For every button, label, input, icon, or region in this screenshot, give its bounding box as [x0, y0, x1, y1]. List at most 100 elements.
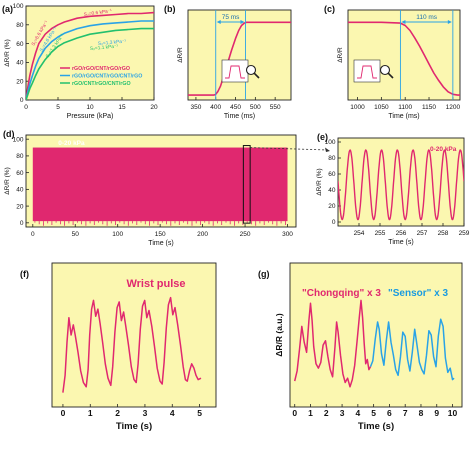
- legend-entry: rGO/rGO/CNT/rGO/CNT/rGO: [72, 74, 142, 80]
- span-label: 75 ms: [222, 14, 240, 21]
- x-tick-label: 10: [448, 408, 458, 418]
- arrow-head-left: [401, 20, 406, 24]
- plot-area-f: [51, 262, 217, 408]
- x-tick-label: 1000: [350, 104, 365, 111]
- x-tick-label: 500: [250, 104, 261, 111]
- x-tick-label: 20: [150, 104, 158, 111]
- x-axis-label: Time (s): [388, 239, 413, 246]
- x-tick-label: 259: [459, 230, 470, 237]
- y-tick-label: 80: [328, 155, 336, 162]
- x-tick-label: 4: [355, 408, 360, 418]
- x-axis-label: Time (ms): [224, 113, 255, 120]
- x-tick-label: 9: [434, 408, 439, 418]
- x-tick-label: 257: [417, 230, 428, 237]
- inset-trace: [357, 65, 377, 79]
- series-line-3: [26, 27, 154, 100]
- panel-f: (f) 0 1 2 3 4 5 Time (s) Wrist pulse: [20, 262, 217, 432]
- x-tick-label: 1050: [374, 104, 389, 111]
- x-tick-label: 5: [371, 408, 376, 418]
- y-tick-label: 0: [20, 97, 24, 104]
- inset-plot: [221, 59, 249, 83]
- x-tick-label: 10: [86, 104, 94, 111]
- x-tick-label: 550: [270, 104, 281, 111]
- x-tick-label: 200: [197, 231, 208, 238]
- magnifier-handle: [387, 72, 394, 79]
- x-tick-label: 255: [375, 230, 386, 237]
- panel-label-f: (f): [20, 269, 29, 279]
- arrow-head-right: [447, 20, 452, 24]
- panel-e: (e) 254 255 256 257 258 259 0 20 40 60 80 100 Time (s…: [316, 132, 470, 246]
- sensor-signal-line: [369, 318, 455, 381]
- x-tick-label: 254: [354, 230, 365, 237]
- sensor-label: "Sensor" x 3: [388, 288, 449, 299]
- x-axis-label: Time (s): [358, 421, 394, 432]
- x-tick-label: 250: [240, 231, 251, 238]
- pressure-range-label: 0-20 kPa: [58, 140, 85, 147]
- x-tick-label: 4: [170, 408, 175, 418]
- magnifier-icon: [379, 64, 391, 76]
- chongqing-signal-line: [293, 299, 372, 388]
- response-curve: [348, 21, 460, 96]
- zoom-arrow-head: [325, 147, 330, 152]
- plot-area-b: [187, 9, 292, 101]
- legend-entry: rGO/rGO/CNT/rGO/rGO: [72, 66, 130, 72]
- y-tick-label: 20: [328, 203, 336, 210]
- x-tick-label: 3: [143, 408, 148, 418]
- y-axis-label: ΔR/R (%): [316, 168, 323, 195]
- x-tick-label: 0: [292, 408, 297, 418]
- response-curve: [188, 21, 291, 96]
- x-tick-label: 50: [72, 231, 80, 238]
- x-tick-label: 1: [308, 408, 313, 418]
- cyclic-response-line: [338, 149, 464, 221]
- y-axis-label: ΔR/R (%): [4, 167, 11, 194]
- x-tick-label: 15: [118, 104, 126, 111]
- y-tick-label: 60: [16, 170, 24, 177]
- y-tick-label: 100: [325, 139, 336, 146]
- x-tick-label: 256: [396, 230, 407, 237]
- chongqing-label: "Chongqing" x 3: [302, 288, 381, 299]
- sensitivity-annotation: S₂=1.1 kPa⁻¹: [90, 44, 119, 52]
- y-tick-label: 80: [16, 153, 24, 160]
- x-tick-label: 1: [88, 408, 93, 418]
- panel-label-b: (b): [164, 4, 176, 14]
- inset-plot: [353, 59, 381, 83]
- sensitivity-annotation: S₂=0.6 kPa⁻¹: [83, 8, 112, 18]
- y-tick-label: 100: [13, 136, 24, 143]
- panel-label-c: (c): [324, 4, 335, 14]
- panel-a: (a) 0 5 10 15 20 0 20 40 60 80 100 Pressure (kPa) ΔR/…: [2, 3, 158, 120]
- panel-b: (b) 350 400 450 500 550 Time (ms) ΔR/R 75 ms: [164, 4, 292, 120]
- x-tick-label: 1150: [422, 104, 436, 111]
- inset-trace: [225, 65, 245, 79]
- x-tick-label: 8: [419, 408, 424, 418]
- x-tick-label: 400: [210, 104, 221, 111]
- panel-label-a: (a): [2, 4, 13, 14]
- y-tick-label: 20: [16, 203, 24, 210]
- x-tick-label: 0: [31, 231, 35, 238]
- y-tick-label: 40: [328, 187, 336, 194]
- arrow-head-left: [216, 20, 221, 24]
- x-tick-label: 258: [438, 230, 449, 237]
- x-tick-label: 1100: [398, 104, 412, 111]
- panel-label-d: (d): [3, 129, 15, 139]
- x-tick-label: 300: [282, 231, 293, 238]
- arrow-head-right: [240, 20, 245, 24]
- x-tick-label: 0: [61, 408, 66, 418]
- dense-signal-band: [32, 147, 288, 222]
- panel-label-g: (g): [258, 269, 270, 279]
- x-axis-label: Pressure (kPa): [67, 113, 114, 120]
- y-tick-label: 40: [16, 60, 24, 67]
- x-tick-label: 2: [115, 408, 120, 418]
- panel-c: (c) 1000 1050 1100 1150 1200 Time (ms) ΔR/R 110 …: [324, 4, 460, 120]
- y-tick-label: 80: [16, 22, 24, 29]
- y-tick-label: 40: [16, 187, 24, 194]
- panel-g: (g) 0 1 2 3 4 5 6 7 8 9 10 Time (s) ΔR/R (a.u.) "Chong…: [258, 262, 463, 432]
- y-tick-label: 60: [328, 171, 336, 178]
- y-tick-label: 0: [20, 220, 24, 227]
- x-tick-label: 150: [155, 231, 166, 238]
- y-axis-label: ΔR/R: [177, 47, 184, 63]
- y-tick-label: 20: [16, 78, 24, 85]
- y-tick-label: 0: [332, 219, 336, 226]
- x-tick-label: 350: [190, 104, 201, 111]
- series-line-2: [26, 20, 154, 100]
